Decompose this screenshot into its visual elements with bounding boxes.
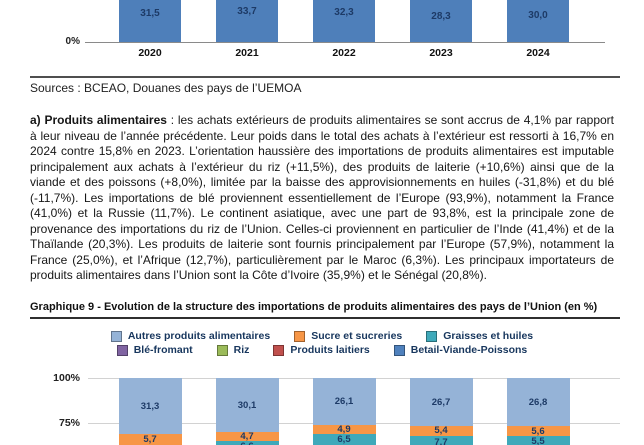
segment-2021: 4,7: [215, 430, 279, 442]
legend-swatch-icon: [393, 344, 405, 356]
segment-value-label: 7,7: [434, 437, 448, 445]
legend-label: Produits laitiers: [290, 344, 370, 356]
segment-2021: 30,1: [215, 378, 279, 433]
legend-swatch-icon: [294, 330, 306, 342]
legend-label: Graisses et huiles: [443, 330, 534, 342]
segment-2020: 5,7: [118, 433, 182, 445]
legend-label: Sucre et sucreries: [311, 330, 403, 342]
legend-item: Graisses et huiles: [426, 330, 533, 342]
y-axis-tick-75: 75%: [58, 417, 80, 429]
legend-swatch-icon: [426, 330, 438, 342]
segment-2023: 7,7: [409, 435, 473, 445]
segment-2020: 31,3: [118, 378, 182, 435]
legend-swatch-icon: [216, 344, 228, 356]
segment-value-label: 31,3: [140, 400, 160, 412]
legend-label: Blé-fromant: [133, 344, 193, 356]
legend-item: Betail-Viande-Poissons: [393, 344, 528, 356]
y-axis-tick-0: 0%: [65, 36, 80, 47]
bar-2021: 33,7: [216, 0, 278, 42]
segment-2024: 5,6: [506, 425, 570, 437]
segment-value-label: 5,5: [531, 435, 545, 445]
segment-value-label: 26,1: [334, 395, 354, 407]
segment-value-label: 5,7: [143, 433, 157, 445]
graphique9-title: Graphique 9 - Evolution de la structure …: [30, 301, 620, 319]
legend-item: Autres produits alimentaires: [110, 330, 271, 342]
x-axis-line: [85, 42, 605, 43]
segment-2021: 6,6: [215, 440, 279, 445]
bar-2020: 31,5: [119, 0, 181, 42]
segment-value-label: 5,6: [531, 425, 545, 437]
y-axis-tick-100: 100%: [53, 372, 80, 384]
legend-item: Sucre et sucreries: [294, 330, 402, 342]
segment-2024: 5,5: [506, 435, 570, 445]
graphique9-legend: Autres produits alimentaires Sucre et suc…: [0, 330, 644, 356]
bar-value-label: 30,0: [528, 9, 548, 21]
segment-value-label: 26,7: [431, 396, 451, 408]
paragraph-produits-alimentaires: a) Produits alimentaires : les achats ex…: [30, 113, 614, 284]
bar-2024: 30,0: [507, 0, 569, 42]
x-axis-label-2022: 2022: [332, 47, 356, 59]
legend-label: Betail-Viande-Poissons: [410, 344, 528, 356]
bar-value-label: 32,3: [334, 7, 354, 19]
bar-value-label: 31,5: [140, 8, 160, 20]
bar-2022: 32,3: [313, 0, 375, 42]
segment-2023: 26,7: [409, 378, 473, 427]
segment-2022: 6,5: [312, 433, 376, 445]
legend-swatch-icon: [116, 344, 128, 356]
bar-value-label: 33,7: [237, 6, 257, 18]
legend-item: Produits laitiers: [273, 344, 370, 356]
x-axis-label-2020: 2020: [138, 47, 162, 59]
segment-value-label: 5,4: [434, 425, 448, 437]
legend-swatch-icon: [273, 344, 285, 356]
segment-value-label: 26,8: [528, 396, 548, 408]
bar-value-label: 28,3: [431, 11, 451, 23]
x-axis-label-2021: 2021: [235, 47, 259, 59]
graphique9-chart: 100% 75% 31,3 5,7 30,1 4,76,6 26,1 4,96,5 26,7…: [0, 368, 644, 445]
bar-2023: 28,3: [410, 0, 472, 42]
legend-row: Blé-fromant Riz Produits laitiers Betail-Vi…: [116, 344, 528, 356]
x-axis-label-2023: 2023: [429, 47, 453, 59]
graphique8-chart: 25% 0% 31,5 2020 33,7 2021 32,3 2022 28,3 2023 3…: [0, 0, 644, 62]
segment-2024: 26,8: [506, 378, 570, 427]
segment-value-label: 6,5: [337, 434, 351, 445]
legend-row: Autres produits alimentaires Sucre et suc…: [110, 330, 533, 342]
divider-line: [30, 76, 620, 78]
segment-value-label: 4,9: [337, 423, 351, 435]
paragraph-body: : les achats extérieurs de produits alim…: [30, 113, 615, 282]
legend-item: Blé-fromant: [116, 344, 193, 356]
paragraph-lead: a) Produits alimentaires: [30, 113, 167, 127]
legend-swatch-icon: [110, 330, 122, 342]
legend-label: Riz: [233, 344, 250, 356]
legend-label: Autres produits alimentaires: [127, 330, 271, 342]
segment-value-label: 4,7: [240, 430, 254, 442]
legend-item: Riz: [216, 344, 250, 356]
segment-value-label: 30,1: [237, 399, 257, 411]
segment-value-label: 6,6: [240, 441, 253, 445]
sources-line: Sources : BCEAO, Douanes des pays de l’U…: [30, 81, 302, 95]
segment-2023: 5,4: [409, 425, 473, 437]
segment-2022: 4,9: [312, 423, 376, 435]
x-axis-label-2024: 2024: [526, 47, 550, 59]
y-axis-tick-25: 25%: [20, 0, 80, 3]
segment-2022: 26,1: [312, 378, 376, 425]
